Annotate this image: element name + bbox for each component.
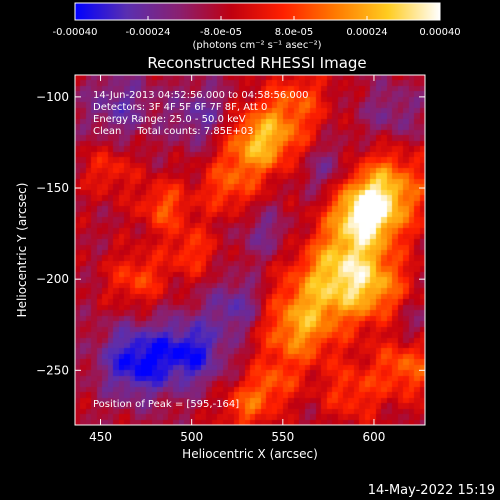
colorbar-tick-label: -8.0e-05	[200, 27, 242, 38]
colorbar-fill	[75, 3, 440, 20]
annotation-energy-range: Energy Range: 25.0 - 50.0 keV	[93, 114, 246, 125]
y-axis-ticks: −100 −150 −200 −250	[36, 90, 425, 377]
colorbar-frame	[74, 2, 441, 21]
y-axis-label: Heliocentric Y (arcsec)	[15, 183, 29, 318]
colorbar: -0.00040 -0.00024 -8.0e-05 8.0e-05 0.00024 0.…	[53, 2, 461, 51]
annotation-peak-position: Position of Peak = [595,-164]	[93, 399, 239, 410]
x-axis-label: Heliocentric X (arcsec)	[182, 447, 318, 461]
colorbar-tick-label: -0.00040	[53, 27, 98, 38]
footer-timestamp: 14-May-2022 15:19	[368, 483, 495, 498]
y-tick-label: −100	[36, 90, 69, 104]
x-tick-label: 600	[363, 430, 386, 444]
annotation-detectors: Detectors: 3F 4F 5F 6F 7F 8F, Att 0	[93, 102, 267, 113]
chart-title: Reconstructed RHESSI Image	[147, 54, 366, 72]
x-tick-label: 550	[271, 430, 294, 444]
heatmap-image	[75, 75, 425, 425]
heatmap-plot: 450 500 550 600 −100 −150 −200 −250	[36, 74, 426, 444]
colorbar-tick-label: 0.00040	[419, 27, 460, 38]
annotation-block: 14-Jun-2013 04:52:56.000 to 04:58:56.000…	[93, 90, 309, 410]
plot-frame	[74, 74, 426, 426]
colorbar-tick-label: -0.00024	[126, 27, 171, 38]
annotation-time-range: 14-Jun-2013 04:52:56.000 to 04:58:56.000	[93, 90, 309, 101]
colorbar-tick-label: 0.00024	[346, 27, 387, 38]
colorbar-ticks: -0.00040 -0.00024 -8.0e-05 8.0e-05 0.00024 0.…	[53, 16, 461, 38]
y-tick-label: −200	[36, 272, 69, 286]
x-axis-ticks: 450 500 550 600	[89, 75, 385, 444]
x-tick-label: 500	[180, 430, 203, 444]
y-tick-label: −250	[36, 363, 69, 377]
x-tick-label: 450	[89, 430, 112, 444]
y-tick-label: −150	[36, 181, 69, 195]
colorbar-unit-label: (photons cm⁻² s⁻¹ asec⁻²)	[192, 40, 321, 51]
annotation-clean-counts: Clean Total counts: 7.85E+03	[93, 126, 253, 137]
colorbar-tick-label: 8.0e-05	[275, 27, 313, 38]
